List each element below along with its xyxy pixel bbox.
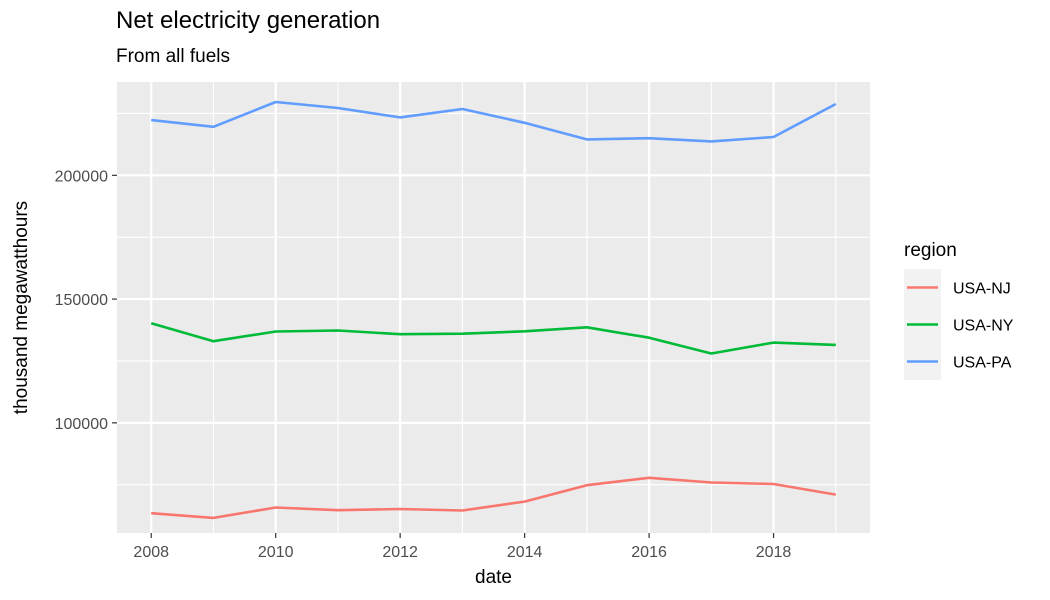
x-tick-label: 2010	[258, 544, 294, 561]
plot-panel	[117, 82, 870, 533]
legend: region USA-NJ USA-NY USA-PA	[904, 240, 1014, 380]
legend-label-usa-nj: USA-NJ	[953, 281, 1011, 298]
y-tick-label: 150000	[55, 292, 108, 309]
x-axis-title: date	[475, 567, 512, 588]
legend-label-usa-ny: USA-NY	[953, 318, 1014, 335]
grid-major	[117, 82, 870, 533]
x-tick-label: 2018	[756, 544, 792, 561]
series-line-usa-nj	[151, 476, 837, 520]
x-axis: 2008 2010 2012 2014 2016 2018	[133, 533, 791, 561]
y-tick-label: 100000	[55, 416, 108, 433]
chart-title: Net electricity generation	[116, 7, 381, 34]
x-tick-label: 2008	[133, 544, 169, 561]
x-tick-label: 2012	[382, 544, 418, 561]
x-tick-label: 2014	[507, 544, 543, 561]
chart-subtitle: From all fuels	[116, 46, 231, 67]
series-line-usa-pa	[151, 100, 837, 143]
grid-minor	[117, 82, 870, 533]
legend-label-usa-pa: USA-PA	[953, 355, 1012, 372]
x-tick-label: 2016	[631, 544, 667, 561]
y-axis-title: thousand megawatthours	[11, 201, 32, 414]
y-tick-label: 200000	[55, 168, 108, 185]
series-layer	[150, 100, 837, 520]
legend-items: USA-NJ USA-NY USA-PA	[907, 281, 1014, 372]
series-line-usa-ny	[150, 322, 836, 355]
y-axis: 100000 150000 200000	[55, 168, 117, 433]
legend-title: region	[904, 240, 957, 261]
